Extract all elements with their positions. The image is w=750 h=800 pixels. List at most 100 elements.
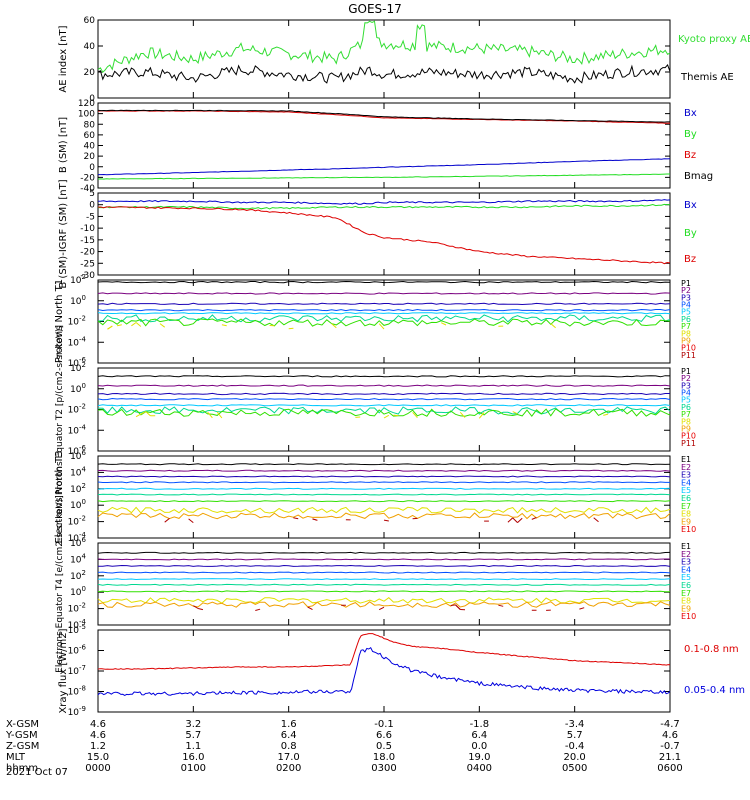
y-tick-label: 100 — [70, 294, 86, 307]
legend-e8: E8 — [681, 510, 691, 519]
channel-line — [97, 597, 671, 604]
ephemeris-value: 0300 — [371, 763, 396, 774]
ephemeris-row-label: MLT — [6, 752, 26, 763]
legend-e5: E5 — [681, 573, 691, 582]
y-tick-label: 5 — [89, 189, 95, 199]
panel-xray-flux: Xray flux [W/m2] 10-910-810-710-610-5 0.… — [58, 623, 745, 718]
channel-fragment — [116, 324, 122, 327]
channel-fragment — [498, 604, 504, 607]
legend-e7: E7 — [681, 502, 691, 511]
legend-e10: E10 — [681, 525, 696, 534]
date-label: 2021 Oct 07 — [6, 767, 68, 778]
channel-fragment — [383, 519, 389, 522]
panel-frame — [97, 19, 671, 99]
y-tick-label: 10-6 — [68, 644, 87, 657]
channel-line — [97, 487, 671, 490]
ephemeris-value: 0.5 — [376, 741, 392, 752]
y-tick-label: 10-2 — [68, 403, 86, 416]
y-tick-label: 0 — [89, 94, 95, 104]
bx-line — [97, 199, 671, 205]
channel-fragment — [450, 604, 456, 606]
ephemeris-row-label: hhmm — [6, 763, 38, 774]
xray-line-0 — [97, 633, 671, 670]
legend-p5: P5 — [681, 396, 691, 405]
channel-line — [97, 397, 671, 401]
y-tick-label: -10 — [80, 224, 95, 234]
ephemeris-value: 0600 — [657, 763, 682, 774]
y-tick-label: 40 — [84, 42, 96, 52]
y-tick-label: 100 — [70, 498, 86, 511]
channel-fragment — [531, 517, 537, 520]
ephemeris-value: -1.8 — [470, 719, 490, 730]
channel-fragment — [216, 411, 223, 419]
channel-line — [97, 308, 671, 312]
ephemeris-value: 5.7 — [567, 730, 583, 741]
y-tick-label: 104 — [70, 552, 86, 565]
channel-fragment — [383, 414, 390, 419]
ephemeris-value: 0000 — [85, 763, 110, 774]
y-tick-label: -40 — [80, 184, 95, 194]
legend-e9: E9 — [681, 604, 691, 613]
legend-p2: P2 — [681, 286, 691, 295]
channel-line — [97, 384, 671, 387]
ephemeris-value: 4.6 — [90, 730, 106, 741]
channel-line — [97, 481, 670, 484]
legend-themis-ae: Themis AE — [680, 72, 734, 83]
ephemeris-value: 6.4 — [281, 730, 297, 741]
ephemeris-row-label: Y-GSM — [5, 730, 38, 741]
channel-fragment — [197, 608, 204, 611]
channel-fragment — [455, 604, 461, 610]
y-tick-label: -20 — [80, 173, 95, 183]
legend-xray-short: 0.05-0.4 nm — [684, 685, 745, 696]
channel-line — [97, 312, 671, 315]
ephemeris-value: 0100 — [181, 763, 206, 774]
channel-line — [97, 551, 671, 554]
y-tick-label: 100 — [70, 585, 86, 598]
ephemeris-value: 18.0 — [373, 752, 395, 763]
legend-xray-long: 0.1-0.8 nm — [684, 644, 739, 655]
y-tick-label: 0 — [89, 163, 95, 173]
channel-fragment — [145, 411, 151, 417]
ephemeris-value: -4.7 — [660, 719, 680, 730]
legend-e9: E9 — [681, 517, 691, 526]
legend-e6: E6 — [681, 494, 691, 503]
legend-p10: P10 — [681, 432, 696, 441]
ephemeris-value: 0.8 — [281, 741, 297, 752]
legend-e7: E7 — [681, 589, 691, 598]
legend-e1: E1 — [681, 455, 691, 464]
ephemeris-value: 3.2 — [185, 719, 201, 730]
kyoto-proxy-ae-line — [97, 20, 671, 74]
legend-p10: P10 — [681, 344, 696, 353]
y-tick-label: 10-4 — [68, 423, 87, 436]
legend-p6: P6 — [681, 315, 691, 324]
y-tick-label: -30 — [80, 271, 95, 281]
channel-fragment — [293, 517, 299, 520]
channel-line — [97, 506, 671, 514]
y-tick-label: 100 — [70, 382, 86, 395]
ephemeris-value: 1.2 — [90, 741, 106, 752]
legend-p9: P9 — [681, 336, 691, 345]
y-tick-label: 40 — [84, 142, 96, 152]
legend-e4: E4 — [681, 565, 691, 574]
legend-bx: Bx — [684, 108, 697, 119]
ephemeris-value: 0200 — [276, 763, 301, 774]
panel-protons-north-t1: Protons North T1 10-610-410-2100102P1P2P… — [54, 273, 696, 369]
ephemeris-value: -0.7 — [660, 741, 680, 752]
channel-fragment — [164, 518, 170, 523]
legend-p3: P3 — [681, 381, 691, 390]
channel-line — [97, 558, 670, 561]
y-tick-label: 10-8 — [68, 685, 86, 698]
channel-line — [97, 292, 671, 295]
ephemeris-value: -0.4 — [565, 741, 585, 752]
channel-fragment — [412, 411, 418, 419]
ephemeris-table: X-GSMY-GSMZ-GSMMLThhmm4.64.61.215.000003… — [5, 719, 683, 774]
channel-line — [97, 408, 671, 418]
legend-e6: E6 — [681, 581, 691, 590]
panel-electrons-north-t3: Electrons North T3 10-410-2100102104106E… — [54, 449, 696, 544]
channel-fragment — [107, 325, 113, 330]
channel-line — [97, 583, 671, 586]
bmag-line — [97, 109, 670, 123]
y-tick-label: 10-7 — [68, 664, 86, 677]
panel-b-minus-igrf: B (SM)-IGRF (SM) [nT] -30 -25-20 -15 -10 -50… — [58, 179, 697, 288]
